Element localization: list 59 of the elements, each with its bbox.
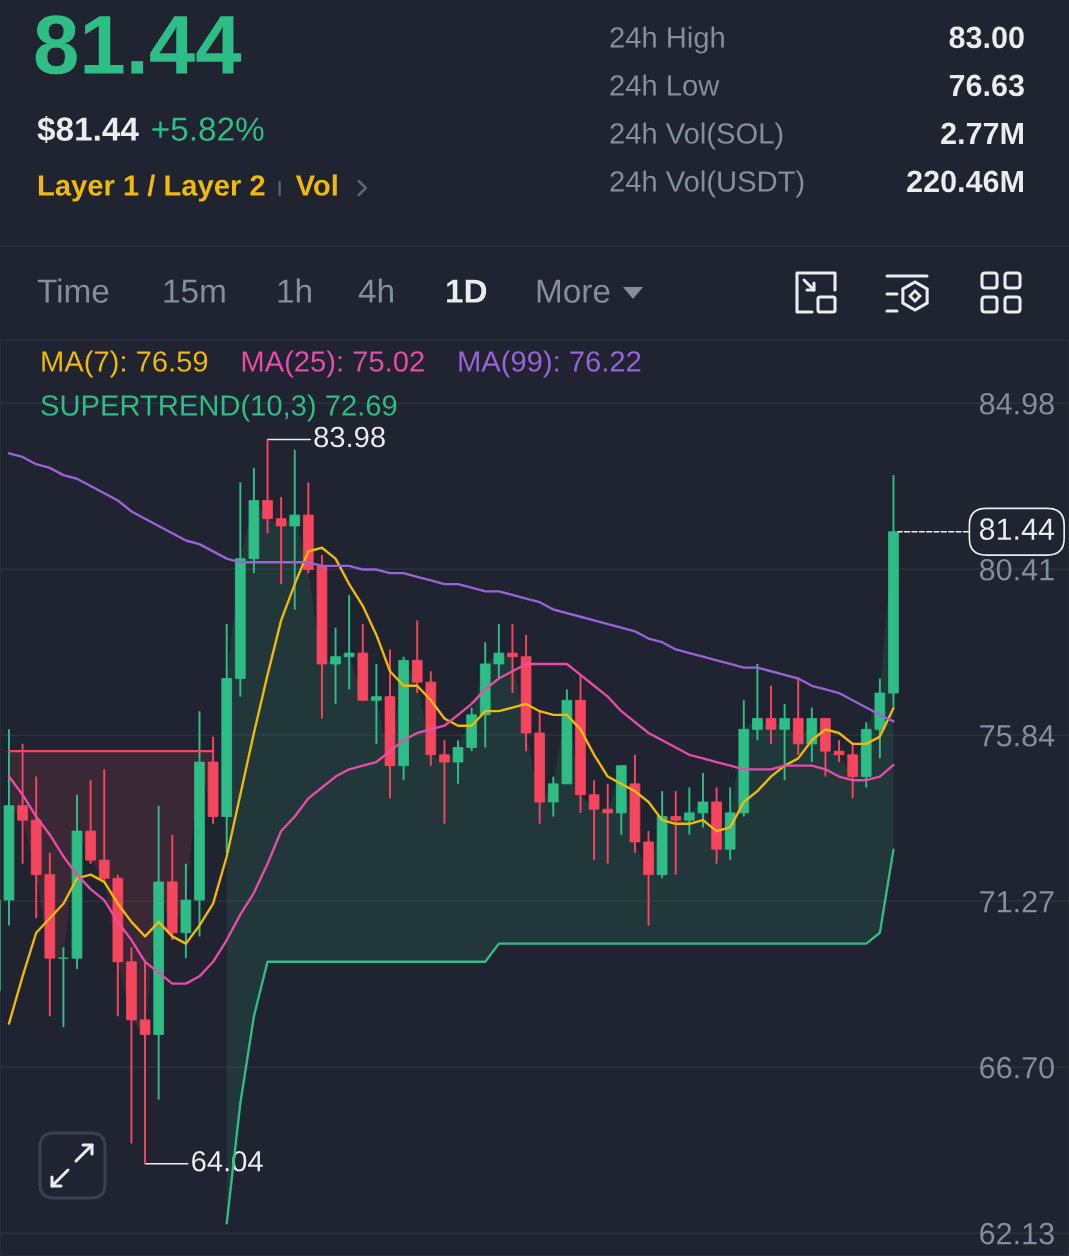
text: MA(25): 75.02 (242, 350, 424, 378)
candlestick (602, 782, 614, 865)
candlestick (343, 594, 355, 691)
text: +5.82% (152, 117, 264, 141)
text: 24h Vol(SOL) (610, 122, 783, 150)
text: $81.44 (37, 115, 139, 144)
text: MA(7): 76.59 (42, 350, 208, 378)
text: 24h High (610, 26, 724, 54)
text: 15m (164, 279, 225, 303)
y-tick-label: 62.13 (980, 1222, 1054, 1245)
text: Layer 1 / Layer 2 (38, 174, 265, 202)
text: 24h Vol(USDT) (610, 170, 804, 198)
text: 81.44 (979, 518, 1055, 540)
candlestick (371, 663, 382, 745)
candlestick (289, 448, 301, 611)
text: 1D (447, 279, 487, 303)
text: Vol (295, 174, 337, 196)
candlestick (670, 790, 682, 876)
candlestick (547, 775, 559, 818)
y-tick-label: 75.84 (980, 724, 1055, 747)
text: SUPERTREND(10,3) 72.69 (41, 394, 397, 422)
text: 2.77M (941, 122, 1023, 144)
text: 76.63 (949, 74, 1024, 97)
candlestick (330, 626, 341, 705)
candlestick (765, 684, 777, 745)
candlestick (262, 438, 273, 535)
y-tick-label: 80.41 (979, 558, 1054, 581)
candlestick (697, 771, 709, 829)
text: 81.44 (35, 15, 242, 75)
text: More (537, 279, 610, 303)
text: 4h (358, 278, 393, 303)
line-series (7, 662, 895, 985)
candlestick (411, 619, 423, 694)
candlestick (847, 742, 858, 800)
text: 83.00 (949, 26, 1024, 49)
candlestick (833, 739, 845, 764)
candlestick (507, 623, 518, 694)
text: Time (37, 278, 109, 303)
candlestick (139, 960, 151, 1165)
y-tick-label: 71.27 (980, 890, 1054, 913)
candlestick (58, 946, 69, 1029)
candlestick (779, 702, 790, 782)
text: 220.46M (907, 170, 1023, 193)
line-series (7, 546, 895, 1025)
annotation: 83.98 (314, 426, 385, 448)
candlestick (98, 768, 110, 883)
line-series (7, 452, 895, 723)
text: 24h Low (610, 74, 720, 96)
y-tick-label: 66.70 (980, 1056, 1054, 1079)
candlestick (275, 495, 287, 586)
candlestick (684, 786, 695, 836)
candlestick (439, 739, 450, 825)
text: 1h (278, 278, 311, 303)
candlestick (752, 663, 763, 742)
candlestick (493, 623, 505, 680)
candlestick (452, 739, 464, 785)
y-tick-label: 84.98 (979, 392, 1054, 415)
text: MA(99): 76.22 (459, 350, 641, 378)
candlestick (588, 779, 600, 862)
